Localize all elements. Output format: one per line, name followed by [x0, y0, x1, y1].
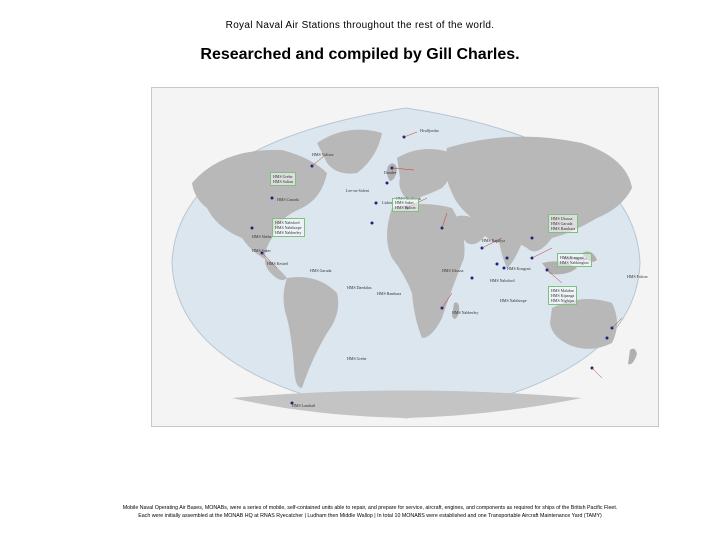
station-label: HMS Vulture — [312, 152, 334, 157]
station-label: HMS Nabberley — [452, 310, 479, 315]
station-label: Dundee — [384, 170, 397, 175]
station-label: HMS Sheba — [252, 234, 272, 239]
station-label: HMS Canada — [277, 197, 299, 202]
group-line: HMS Kipanga — [551, 293, 575, 298]
station-label: Hvalfjordur — [420, 128, 439, 133]
caption-line: Each were initially assembled at the MON… — [138, 513, 602, 519]
group-line: HMS Bambara — [551, 226, 576, 231]
station-label: HMS Nabthorpe — [500, 298, 527, 303]
group-line: HMS Ukussa — [551, 216, 573, 221]
group-line: HMS Sultan — [273, 179, 293, 184]
station-group-box: HMS Saker HMS Falcon — [392, 198, 419, 212]
group-line: HMS Nabthorpe — [275, 225, 302, 230]
station-label: HMS Daedalus — [347, 285, 372, 290]
station-label: HMS Landrail — [292, 403, 316, 408]
group-line: HMS Nabberley — [275, 230, 302, 235]
station-label: HMS Garuda — [310, 268, 332, 273]
group-line: HMS Nabsford — [275, 220, 300, 225]
page-subtitle: Royal Naval Air Stations throughout the … — [225, 20, 495, 31]
station-group-box: HMS Kongoni HMS Nabbington — [557, 253, 592, 267]
station-label: HMS Nabsford — [490, 278, 515, 283]
page-title: Researched and compiled by Gill Charles. — [200, 46, 520, 63]
group-line: HMS Malabar — [551, 288, 574, 293]
station-group-box: HMS Ukussa HMS Garuda HMS Bambara — [548, 214, 579, 233]
station-label: Lee-on-Solent — [346, 188, 369, 193]
group-line: HMS Garuda — [551, 221, 573, 226]
station-label: HMS Bambara — [377, 291, 402, 296]
station-label: HMS Rajaliya — [482, 238, 505, 243]
group-line: HMS Saker — [395, 200, 414, 205]
station-label: HMS Kongoni — [507, 266, 531, 271]
group-line: HMS Kongoni — [560, 255, 584, 260]
station-label: HMS Ukussa — [442, 268, 464, 273]
station-label: HMS Kestrel — [267, 261, 289, 266]
footer-caption: Mobile Naval Operating Air Bases, MONABs… — [60, 504, 680, 520]
station-group-box: HMS Grebe HMS Sultan — [270, 172, 296, 186]
leader-lines — [261, 131, 623, 379]
station-label: HMS Grebe — [347, 356, 367, 361]
station-label: Lisbon — [382, 200, 394, 205]
group-line: HMS Nabbington — [560, 260, 589, 265]
group-line: HMS Falcon — [395, 205, 416, 210]
station-label: HMS Falcon — [627, 274, 648, 279]
world-map: Hvalfjordur HMS Vulture Dundee Lee-on-So… — [151, 87, 659, 427]
station-label: HMS Saker — [252, 248, 271, 253]
station-group-box: HMS Malabar HMS Kipanga HMS Nightjar — [548, 286, 578, 305]
group-line: HMS Grebe — [273, 174, 293, 179]
group-line: HMS Nightjar — [551, 298, 574, 303]
station-group-box: HMS Nabsford HMS Nabthorpe HMS Nabberley — [272, 218, 305, 237]
caption-line: Mobile Naval Operating Air Bases, MONABs… — [122, 505, 618, 511]
